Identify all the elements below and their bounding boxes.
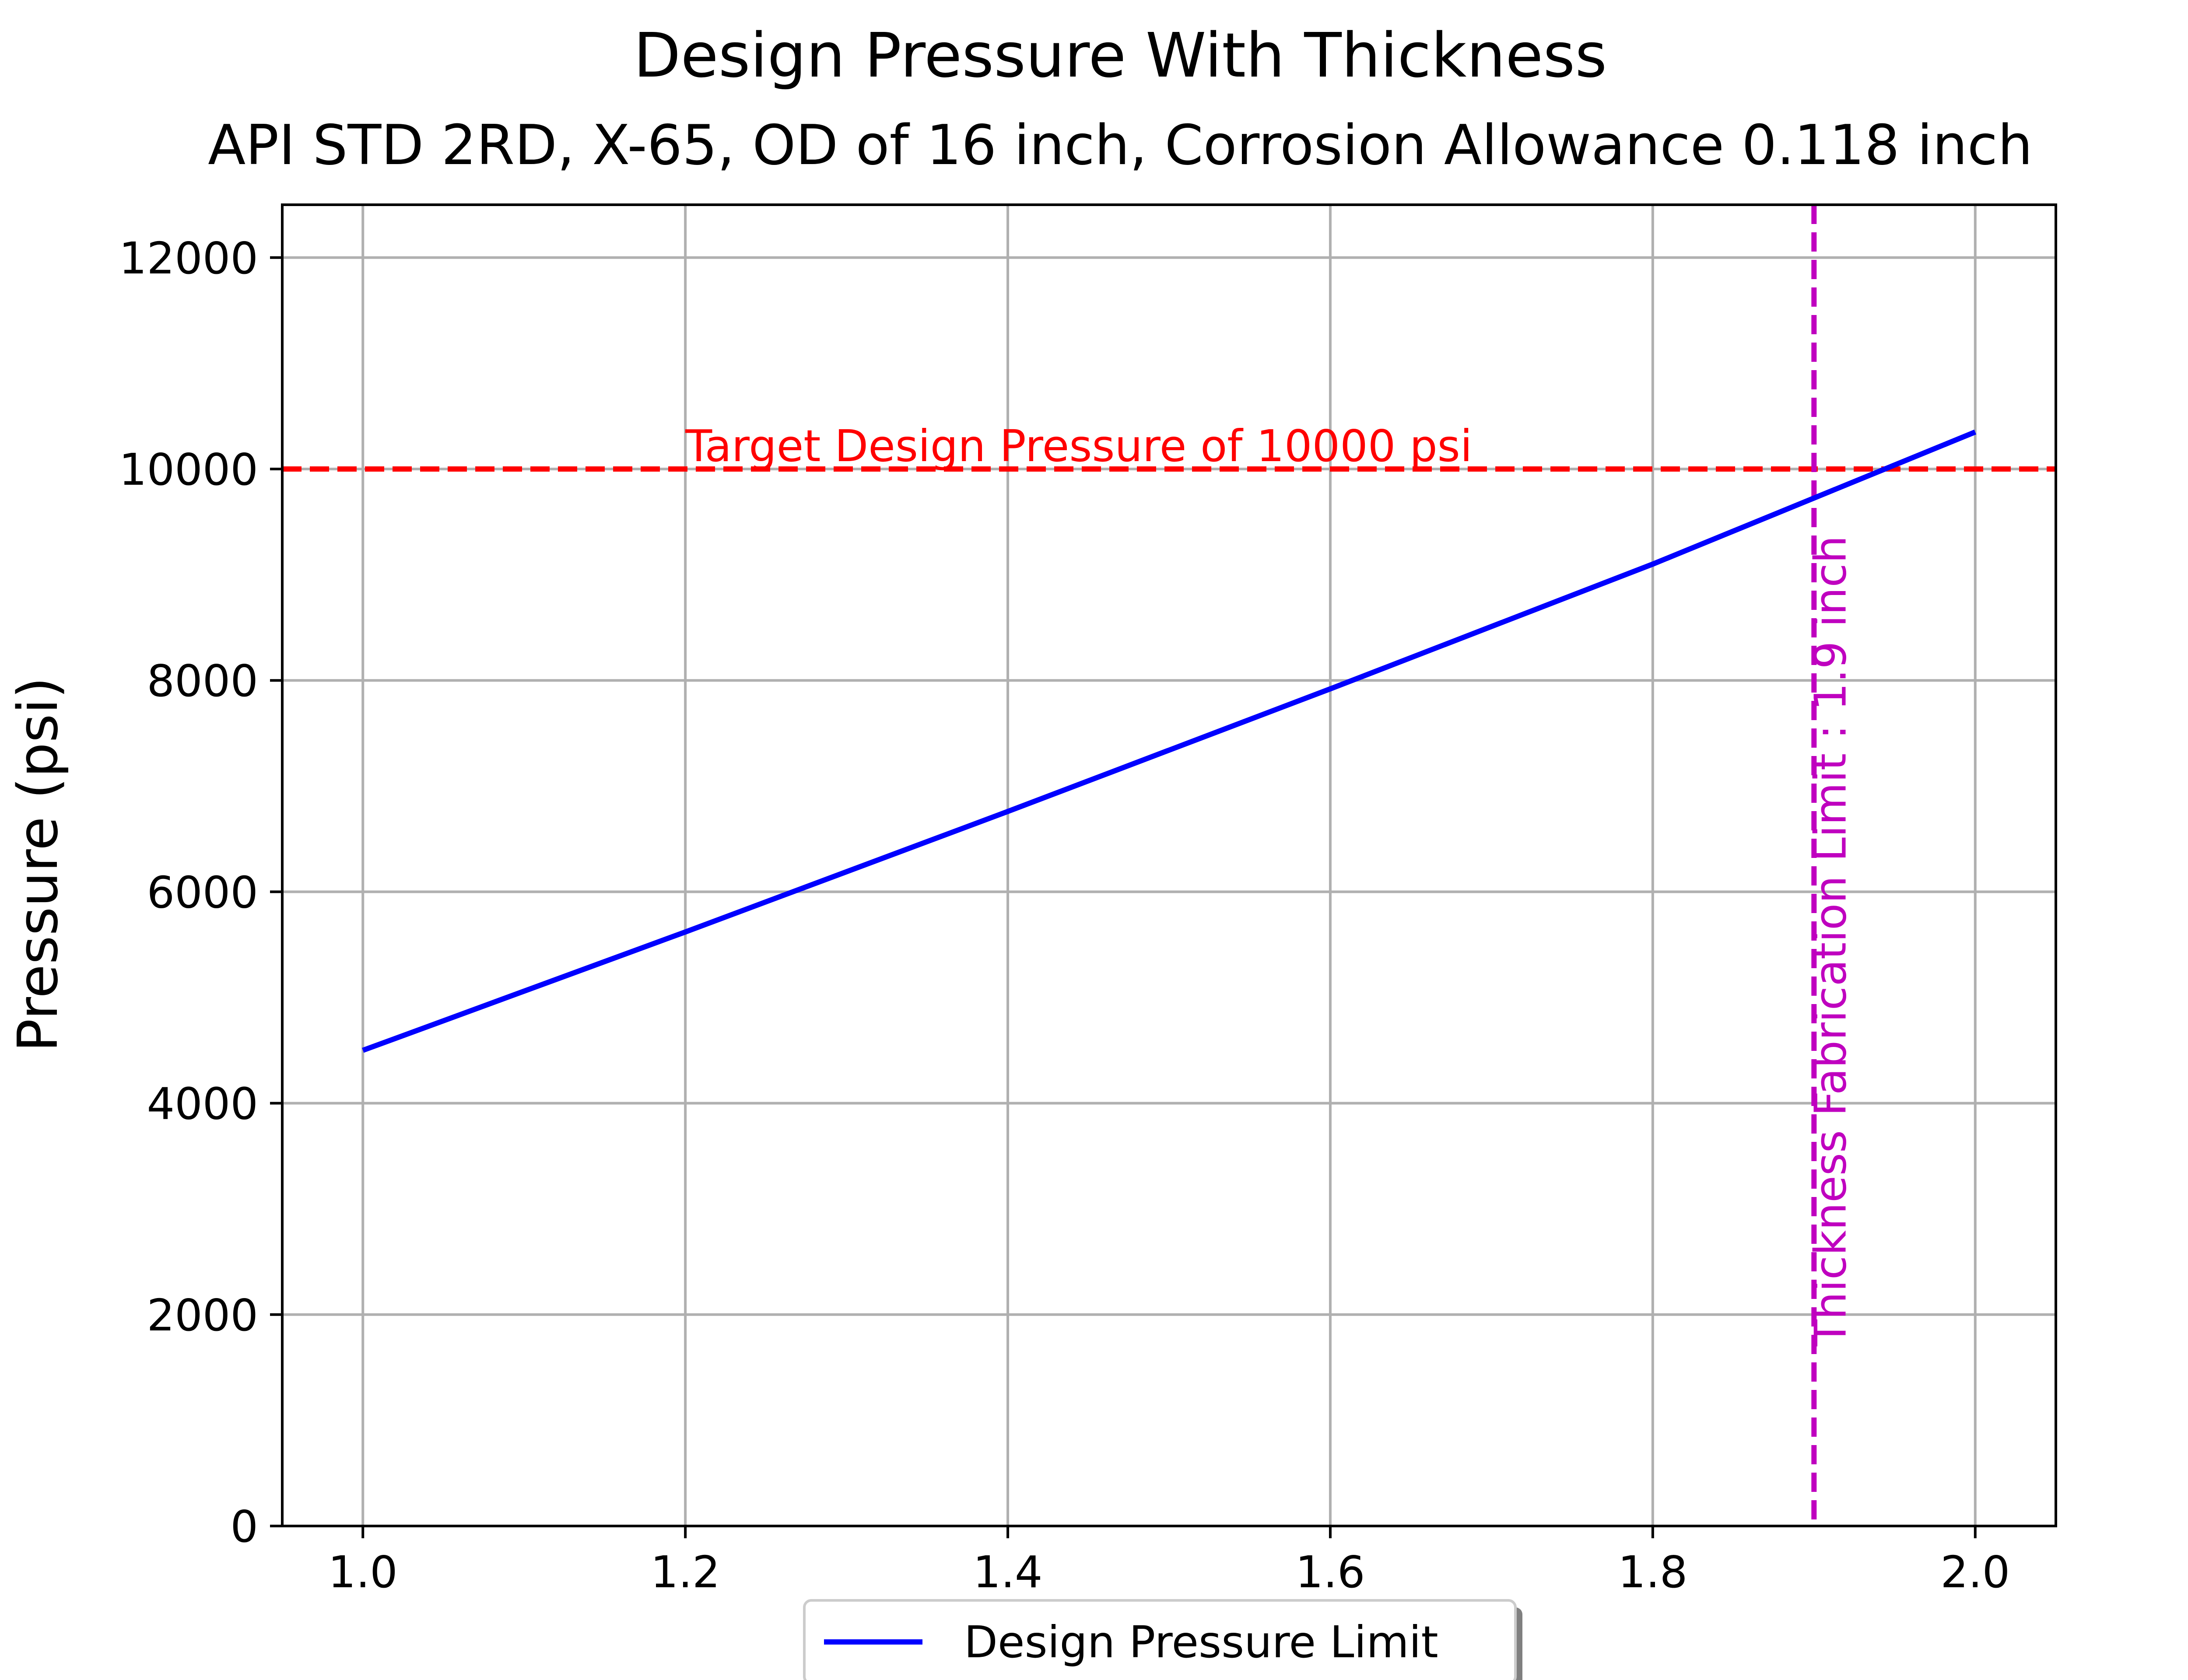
reference-labels: Target Design Pressure of 10000 psi Thick… bbox=[685, 420, 1856, 1347]
series-lines bbox=[362, 429, 1977, 1053]
x-tick-label: 1.6 bbox=[1295, 1547, 1365, 1598]
legend: Design Pressure Limit bbox=[803, 1599, 1522, 1680]
y-tick-label: 4000 bbox=[147, 1078, 259, 1130]
axis-ticks: 1.0 1.2 1.4 1.6 1.8 2.0 0 2000 4000 6000 8000 10000… bbox=[119, 233, 2010, 1598]
y-tick-label: 6000 bbox=[147, 867, 259, 918]
series-line-design-pressure-limit bbox=[362, 429, 1977, 1053]
x-tick-label: 1.2 bbox=[651, 1547, 720, 1598]
x-tick-label: 1.0 bbox=[328, 1547, 398, 1598]
x-tick-label: 1.8 bbox=[1618, 1547, 1687, 1598]
y-tick-label: 2000 bbox=[147, 1290, 259, 1341]
fabrication-limit-label: Thickness Fabrication Limit : 1.9 inch bbox=[1805, 536, 1856, 1347]
y-tick-label: 10000 bbox=[119, 444, 258, 495]
chart-subtitle: API STD 2RD, X-65, OD of 16 inch, Corros… bbox=[208, 113, 2033, 177]
legend-label: Design Pressure Limit bbox=[964, 1617, 1438, 1668]
y-tick-label: 12000 bbox=[119, 233, 258, 284]
reference-lines bbox=[282, 205, 2056, 1526]
x-tick-label: 1.4 bbox=[973, 1547, 1043, 1598]
y-tick-label: 0 bbox=[230, 1501, 258, 1552]
plot-frame bbox=[281, 203, 2057, 1527]
y-tick-label: 8000 bbox=[147, 655, 259, 707]
target-pressure-label: Target Design Pressure of 10000 psi bbox=[685, 420, 1472, 472]
y-axis-label: Pressure (psi) bbox=[6, 677, 70, 1052]
x-tick-label: 2.0 bbox=[1940, 1547, 2010, 1598]
legend-box bbox=[803, 1599, 1517, 1680]
grid bbox=[282, 205, 2056, 1527]
chart-title: Design Pressure With Thickness bbox=[634, 20, 1607, 91]
